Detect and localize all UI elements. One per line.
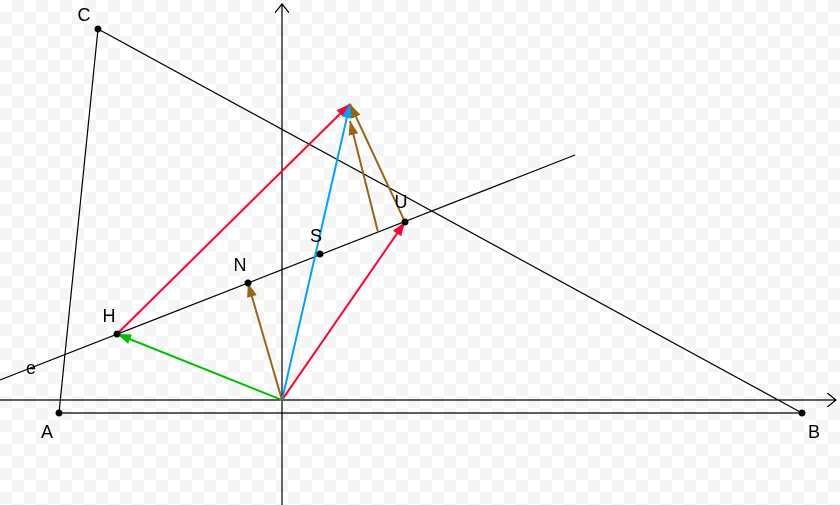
triangle-side	[59, 29, 98, 413]
label-A: A	[41, 422, 53, 442]
point-N	[245, 280, 252, 287]
vector-brown	[350, 121, 378, 232]
diagram-canvas: A B C H N S Ue	[0, 0, 840, 505]
label-U: U	[395, 192, 408, 212]
point-U	[402, 219, 409, 226]
label-e: e	[26, 358, 36, 378]
point-C	[95, 26, 102, 33]
label-N: N	[234, 255, 247, 275]
label-H: H	[103, 306, 116, 326]
point-B	[799, 410, 806, 417]
point-A	[56, 410, 63, 417]
vector-red	[282, 222, 405, 400]
label-C: C	[78, 5, 91, 25]
vector-brown	[248, 283, 282, 400]
vector-green	[117, 334, 282, 400]
vector-red	[117, 104, 350, 334]
point-H	[114, 331, 121, 338]
triangle-side	[98, 29, 802, 413]
label-B: B	[808, 422, 820, 442]
label-S: S	[310, 226, 322, 246]
point-S	[317, 251, 324, 258]
euler-line	[0, 155, 575, 380]
